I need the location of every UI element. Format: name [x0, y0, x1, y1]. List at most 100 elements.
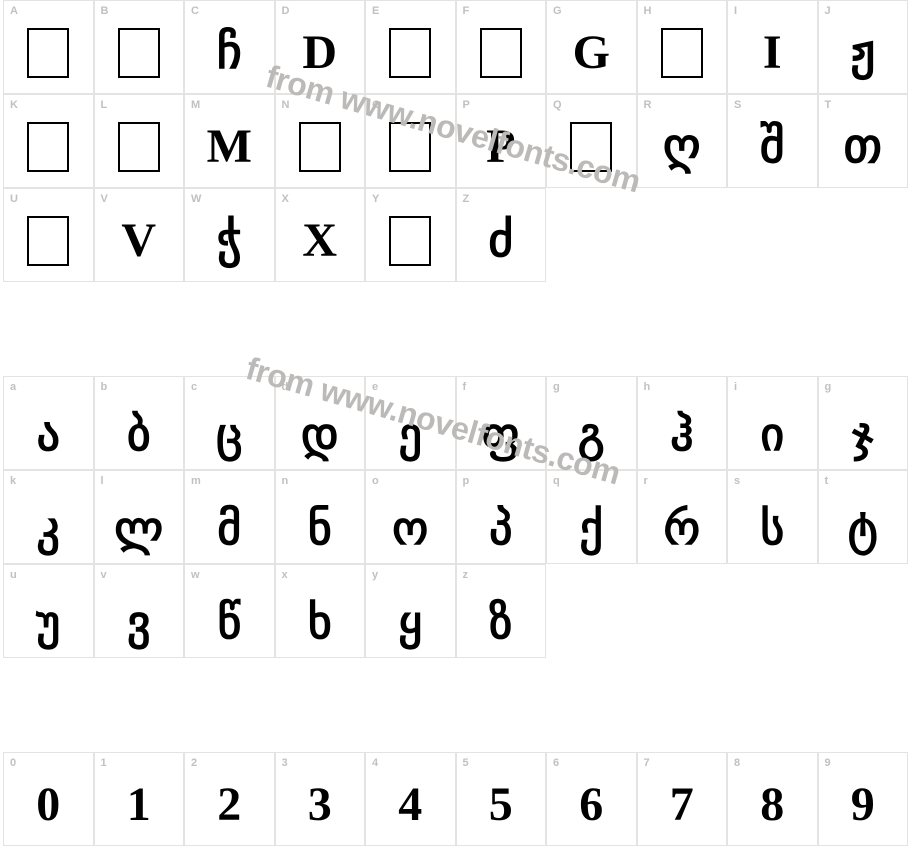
glyph-key-label: P — [463, 99, 470, 111]
glyph-character: ვ — [127, 600, 151, 646]
missing-glyph-icon — [118, 28, 160, 78]
glyph-character: X — [302, 217, 337, 265]
glyph-cell: gგ — [546, 376, 637, 470]
glyph-character: ს — [760, 506, 784, 552]
glyph-character: ნ — [308, 506, 332, 552]
glyph-key-label: B — [101, 5, 109, 17]
glyph-cell: cც — [184, 376, 275, 470]
glyph-character: ც — [216, 412, 242, 458]
glyph-cell-blank — [727, 188, 818, 282]
glyph-character: I — [763, 29, 782, 77]
glyph-character: ჰ — [670, 412, 693, 458]
glyph-cell: XX — [275, 188, 366, 282]
glyph-cell: yყ — [365, 564, 456, 658]
glyph-character: ჩ — [217, 29, 242, 77]
glyph-key-label: C — [191, 5, 199, 17]
glyph-character: G — [573, 29, 610, 77]
glyph-character: უ — [36, 600, 60, 646]
glyph-key-label: q — [553, 475, 560, 487]
glyph-key-label: S — [734, 99, 741, 111]
glyph-key-label: u — [10, 569, 17, 581]
glyph-cell: nნ — [275, 470, 366, 564]
glyph-character: ბ — [127, 412, 151, 458]
glyph-key-label: X — [282, 193, 289, 205]
glyph-cell: K — [3, 94, 94, 188]
glyph-cell: oო — [365, 470, 456, 564]
glyph-cell: MM — [184, 94, 275, 188]
glyph-key-label: x — [282, 569, 288, 581]
glyph-character: 5 — [489, 781, 513, 829]
glyph-key-label: 5 — [463, 757, 469, 769]
glyph-key-label: e — [372, 381, 378, 393]
glyph-key-label: o — [372, 475, 379, 487]
glyph-cell: II — [727, 0, 818, 94]
glyph-key-label: V — [101, 193, 108, 205]
glyph-key-label: n — [282, 475, 289, 487]
missing-glyph-icon — [27, 122, 69, 172]
glyph-character: ყ — [398, 600, 422, 646]
glyph-character: წ — [217, 600, 241, 646]
glyph-cell: Q — [546, 94, 637, 188]
glyph-cell: tტ — [818, 470, 909, 564]
glyph-key-label: 0 — [10, 757, 16, 769]
glyph-character: მ — [217, 506, 241, 552]
glyph-key-label: t — [825, 475, 829, 487]
glyph-key-label: G — [553, 5, 562, 17]
glyph-key-label: l — [101, 475, 104, 487]
glyph-cell-blank — [637, 188, 728, 282]
glyph-cell: 11 — [94, 752, 185, 846]
glyph-cell: qქ — [546, 470, 637, 564]
glyph-cell: Zძ — [456, 188, 547, 282]
glyph-cell-blank — [818, 564, 909, 658]
glyph-cell: 33 — [275, 752, 366, 846]
glyph-character: ტ — [848, 506, 878, 552]
glyph-character: დ — [301, 412, 339, 458]
missing-glyph-icon — [570, 122, 612, 172]
glyph-cell: Sშ — [727, 94, 818, 188]
glyph-key-label: 1 — [101, 757, 107, 769]
glyph-cell: bბ — [94, 376, 185, 470]
glyph-character: ღ — [663, 123, 701, 171]
glyph-cell-blank — [727, 564, 818, 658]
glyph-character: ი — [760, 412, 784, 458]
glyph-cell: F — [456, 0, 547, 94]
glyph-cell: H — [637, 0, 728, 94]
glyph-cell: 44 — [365, 752, 456, 846]
glyph-key-label: D — [282, 5, 290, 17]
glyph-cell: zზ — [456, 564, 547, 658]
glyph-key-label: g — [825, 381, 832, 393]
glyph-cell: Tთ — [818, 94, 909, 188]
glyph-key-label: O — [372, 99, 381, 111]
glyph-character: ა — [37, 412, 60, 458]
glyph-cell-blank — [546, 564, 637, 658]
glyph-character: V — [121, 217, 156, 265]
glyph-cell: Rღ — [637, 94, 728, 188]
glyph-character: ზ — [489, 600, 512, 646]
glyph-cell: gჯ — [818, 376, 909, 470]
glyph-character: ე — [399, 412, 422, 458]
character-map-grid: ABCჩDDEFGGHIIJჟKLMMNOPPQRღSშTთUVVWჭXXYZძ… — [0, 0, 911, 846]
glyph-cell: 77 — [637, 752, 728, 846]
missing-glyph-icon — [480, 28, 522, 78]
glyph-cell: uუ — [3, 564, 94, 658]
glyph-cell: DD — [275, 0, 366, 94]
glyph-character: პ — [489, 506, 512, 552]
glyph-character: ხ — [308, 600, 332, 646]
glyph-character: ჟ — [850, 29, 875, 77]
glyph-cell: N — [275, 94, 366, 188]
glyph-cell: fფ — [456, 376, 547, 470]
glyph-key-label: i — [734, 381, 737, 393]
section-spacer — [0, 658, 911, 664]
glyph-character: კ — [37, 506, 60, 552]
glyph-key-label: Y — [372, 193, 379, 205]
glyph-key-label: U — [10, 193, 18, 205]
glyph-character: 1 — [127, 781, 151, 829]
glyph-character: M — [207, 123, 252, 171]
glyph-character: 3 — [308, 781, 332, 829]
glyph-key-label: L — [101, 99, 108, 111]
glyph-key-label: J — [825, 5, 831, 17]
glyph-key-label: g — [553, 381, 560, 393]
glyph-key-label: Q — [553, 99, 562, 111]
glyph-cell: dდ — [275, 376, 366, 470]
missing-glyph-icon — [661, 28, 703, 78]
